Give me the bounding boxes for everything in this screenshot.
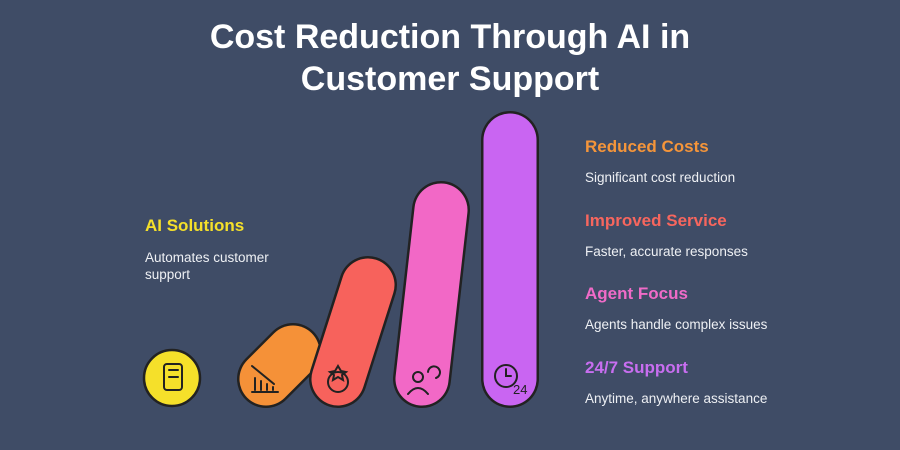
icon-service xyxy=(327,371,349,393)
pill-red xyxy=(311,258,395,406)
pill-orange xyxy=(239,325,320,406)
item-description: Anytime, anywhere assistance xyxy=(585,390,768,406)
item-description: Agents handle complex issues xyxy=(585,317,768,332)
item-description: Automates customer support xyxy=(145,250,269,282)
icon-247 xyxy=(494,364,518,388)
icon-agent xyxy=(412,371,424,383)
icon-service xyxy=(327,364,349,383)
icon-agent xyxy=(407,365,441,395)
icon-ai xyxy=(163,363,183,391)
item-heading: 24/7 Support xyxy=(585,357,688,377)
item-heading: Agent Focus xyxy=(585,284,688,303)
item-heading: Reduced Costs xyxy=(585,137,709,156)
item-description: Faster, accurate responses xyxy=(585,243,748,259)
icon-247 xyxy=(505,368,512,377)
icon-costs xyxy=(251,365,279,393)
pill-pink xyxy=(395,183,468,406)
item-description: Significant cost reduction xyxy=(585,170,736,185)
item-heading: AI Solutions xyxy=(145,216,245,235)
icon-247: 24 xyxy=(513,382,527,397)
title: Cost Reduction Through AI in Customer Su… xyxy=(209,18,691,98)
item-heading: Improved Service xyxy=(585,210,727,230)
